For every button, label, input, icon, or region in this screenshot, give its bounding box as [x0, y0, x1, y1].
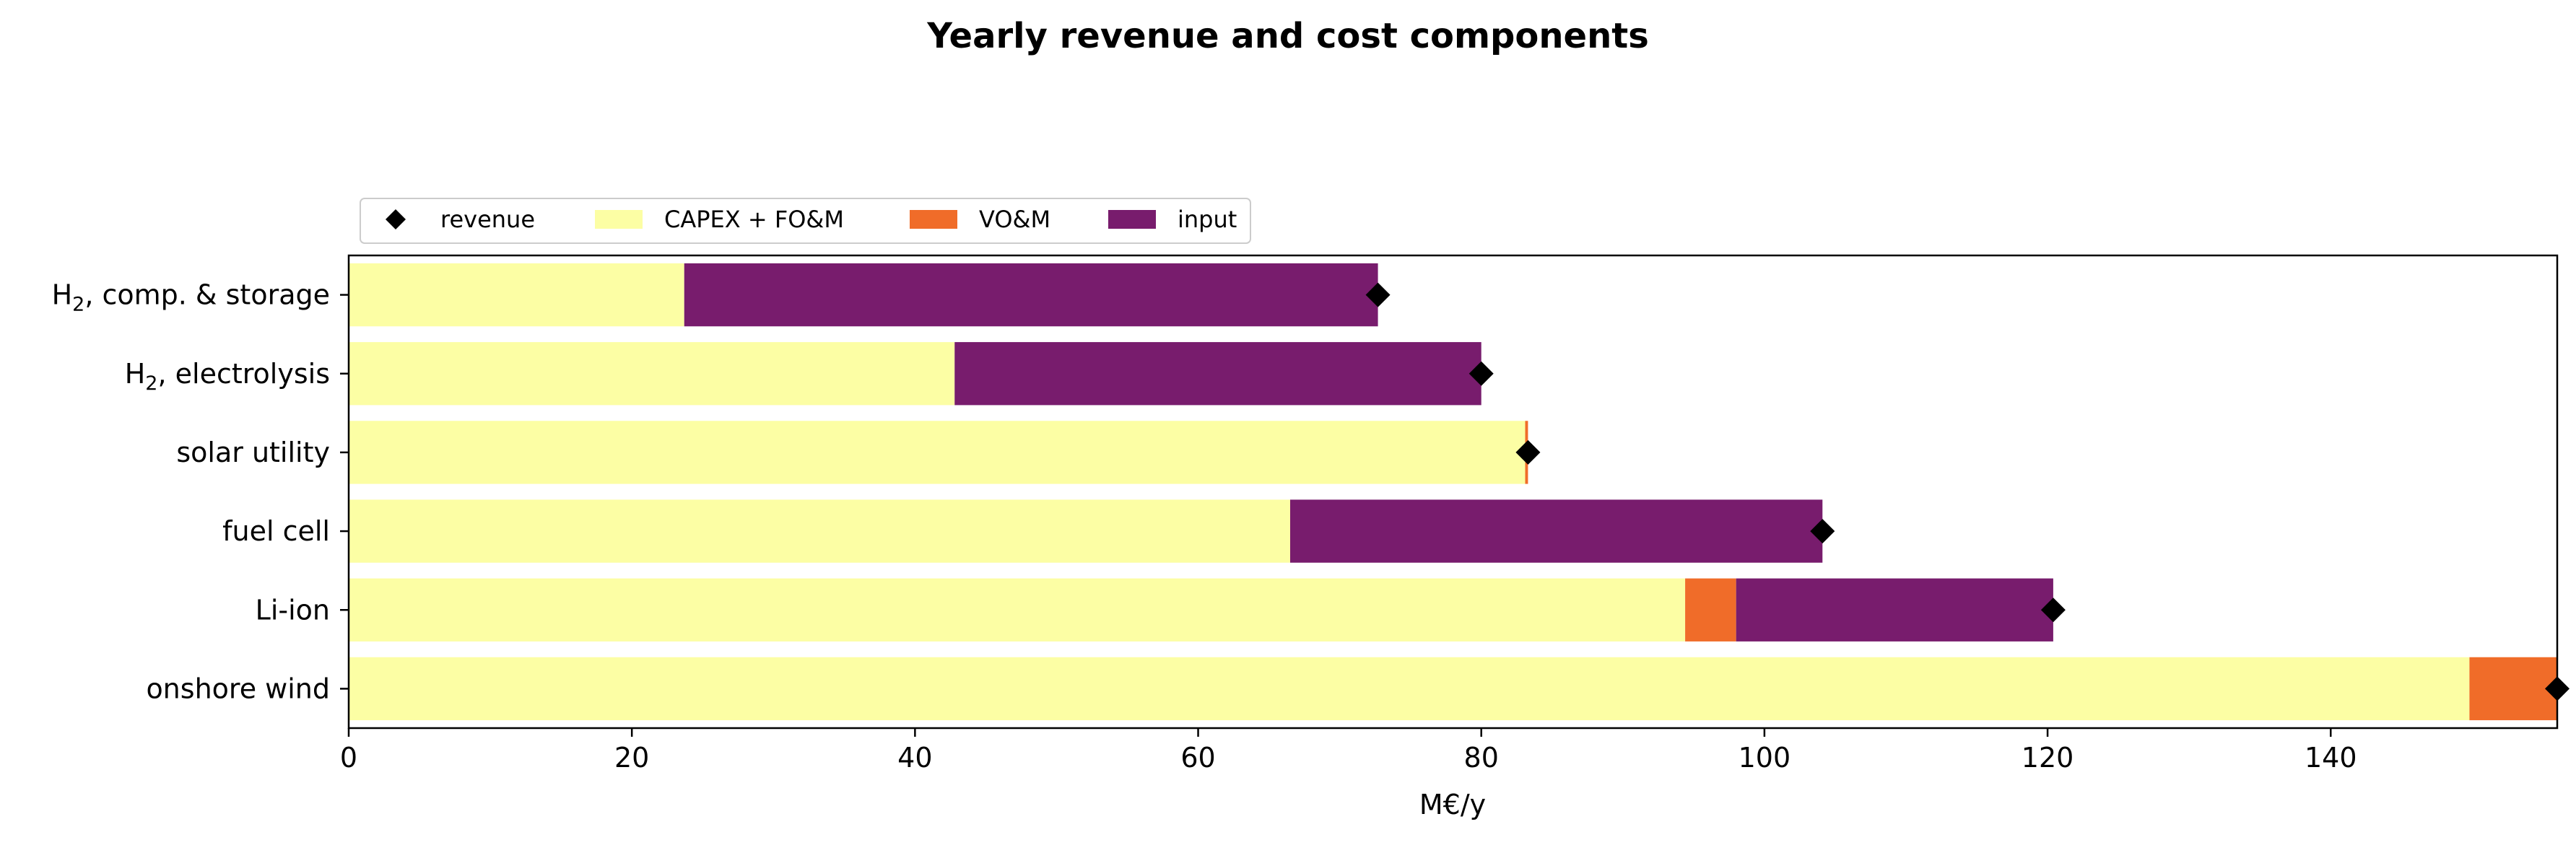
y-axis: H2, comp. & storage H2, electrolysis solar…: [52, 279, 349, 704]
revenue-marker-1: [1468, 361, 1494, 386]
revenue-markers-layer: [1365, 282, 2570, 701]
x-tick-label-1: 20: [614, 742, 649, 774]
bar-segment-capex-foandm-4: [349, 578, 1686, 642]
legend-swatch-revenue: [386, 209, 406, 229]
y-tick-label-3: fuel cell: [222, 515, 330, 547]
bar-segment-capex-foandm-3: [349, 499, 1290, 563]
y-tick-label-5: onshore wind: [146, 673, 330, 704]
legend-label-revenue: revenue: [440, 206, 535, 233]
bar-segment-input-4: [1736, 578, 2053, 642]
y-tick-label-0: H2, comp. & storage: [52, 279, 330, 316]
x-tick-label-0: 0: [340, 742, 357, 774]
x-tick-label-2: 40: [897, 742, 932, 774]
x-axis: 0 20 40 60 80 100 120 140: [340, 728, 2357, 774]
bar-segment-input-0: [684, 263, 1378, 327]
x-tick-label-6: 120: [2022, 742, 2074, 774]
x-axis-label: M€/y: [1419, 789, 1486, 820]
bar-segment-voandm-5: [2469, 657, 2557, 721]
legend-item-capex-foandm[interactable]: CAPEX + FO&M: [595, 206, 844, 233]
revenue-marker-2: [1515, 439, 1541, 465]
bar-segment-capex-foandm-1: [349, 342, 955, 406]
x-tick-label-7: 140: [2305, 742, 2357, 774]
legend-item-voandm[interactable]: VO&M: [910, 206, 1050, 233]
legend-label-capex-foandm: CAPEX + FO&M: [664, 206, 844, 233]
bar-segment-capex-foandm-5: [349, 657, 2470, 721]
legend-label-voandm: VO&M: [979, 206, 1050, 233]
bars-layer: [349, 263, 2557, 721]
revenue-marker-0: [1365, 282, 1391, 307]
y-tick-label-1: H2, electrolysis: [125, 358, 330, 395]
legend-item-revenue[interactable]: revenue: [386, 206, 535, 233]
legend-swatch-capex-foandm: [595, 210, 643, 229]
legend-box: [360, 198, 1251, 244]
bar-segment-capex-foandm-2: [349, 421, 1526, 484]
bar-segment-capex-foandm-0: [349, 263, 684, 327]
y-tick-label-4: Li-ion: [256, 594, 330, 626]
revenue-marker-4: [2040, 597, 2066, 623]
plot-frame: [347, 254, 2559, 730]
chart-title: Yearly revenue and cost components: [926, 16, 1649, 56]
bar-segment-input-3: [1289, 499, 1823, 563]
x-tick-label-5: 100: [1739, 742, 1791, 774]
x-tick-label-4: 80: [1464, 742, 1499, 774]
legend-item-input[interactable]: input: [1108, 206, 1237, 233]
legend-swatch-input: [1108, 210, 1156, 229]
bar-segment-voandm-4: [1685, 578, 1736, 642]
revenue-marker-3: [1810, 519, 1835, 544]
x-tick-label-3: 60: [1180, 742, 1215, 774]
legend-label-input: input: [1178, 206, 1237, 233]
y-tick-label-2: solar utility: [176, 437, 330, 468]
legend[interactable]: revenue CAPEX + FO&M VO&M input: [360, 198, 1251, 244]
bar-segment-input-1: [954, 342, 1481, 406]
legend-swatch-voandm: [910, 210, 957, 229]
